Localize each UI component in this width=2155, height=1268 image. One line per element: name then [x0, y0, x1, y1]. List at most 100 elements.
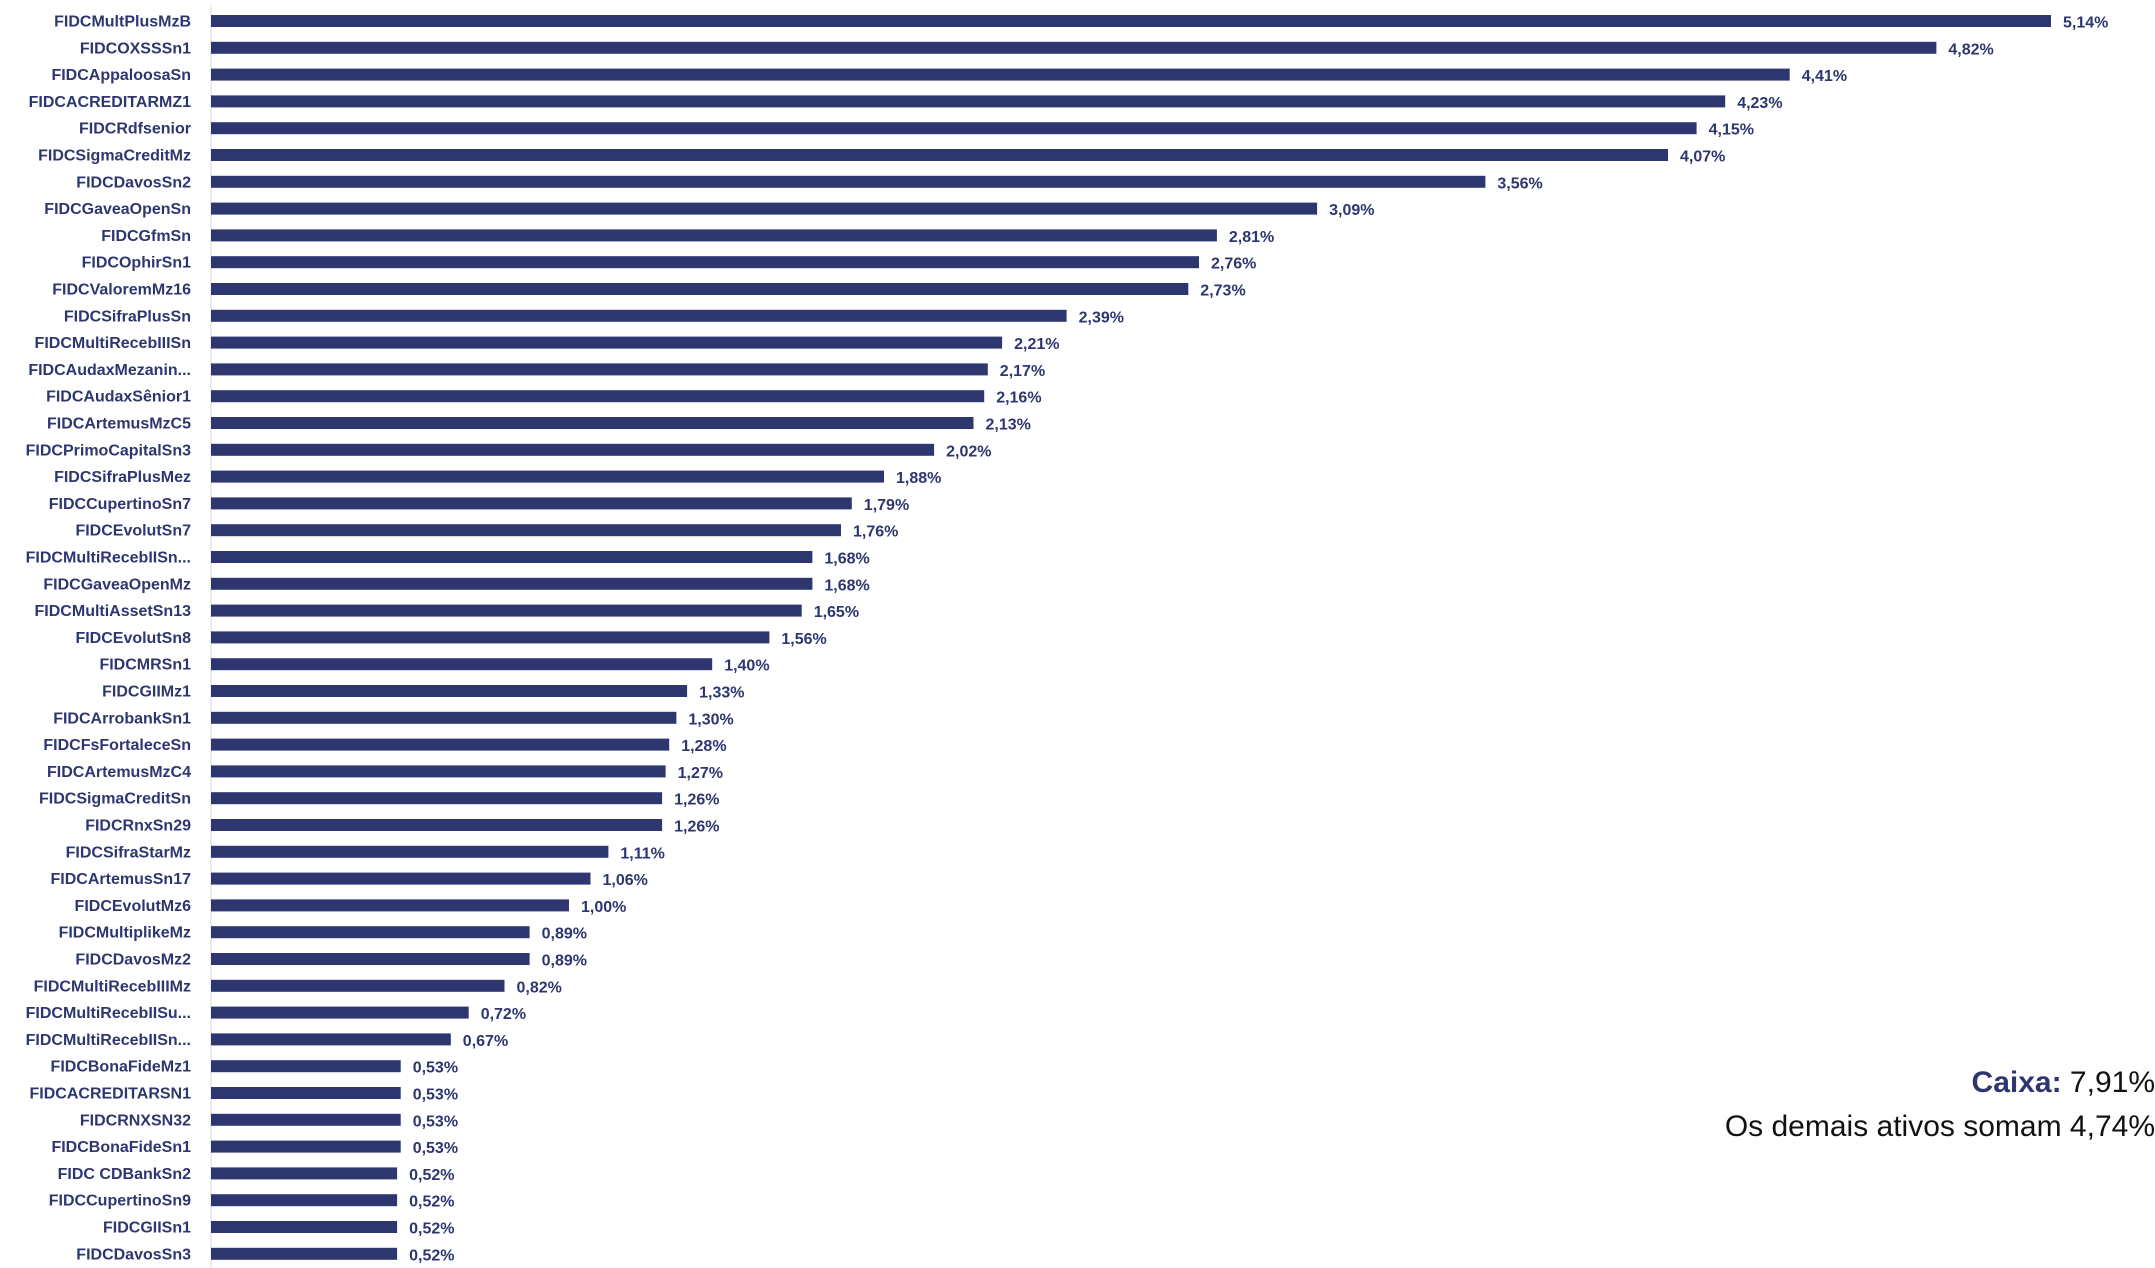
- category-label: FIDCAudaxMezanin...: [28, 362, 191, 379]
- value-label: 1,76%: [853, 524, 898, 541]
- bar: [211, 68, 1790, 81]
- bar: [211, 15, 2051, 27]
- value-label: 4,15%: [1709, 122, 1754, 139]
- bar: [211, 175, 1486, 188]
- category-label: FIDCArrobankSn1: [53, 710, 191, 727]
- category-label: FIDCMultiRecebIIIMz: [34, 978, 191, 995]
- category-label: FIDCGIIMz1: [102, 684, 191, 701]
- category-label: FIDCBonaFideSn1: [51, 1139, 191, 1156]
- bar: [211, 122, 1697, 135]
- value-label: 1,56%: [781, 631, 826, 648]
- caixa-label: Caixa:: [1971, 1066, 2062, 1099]
- bar: [211, 363, 988, 376]
- bar: [211, 685, 688, 697]
- bar: [211, 819, 663, 831]
- value-label: 1,65%: [814, 604, 859, 621]
- value-label: 2,73%: [1200, 283, 1245, 300]
- value-label: 0,53%: [413, 1060, 458, 1077]
- bar: [211, 845, 609, 858]
- value-label: 3,09%: [1329, 202, 1374, 219]
- value-label: 1,06%: [603, 872, 648, 889]
- category-label: FIDCArtemusMzC4: [47, 764, 191, 781]
- value-label: 1,68%: [824, 551, 869, 568]
- value-label: 1,40%: [724, 658, 769, 675]
- bar: [211, 738, 670, 751]
- bar: [211, 1006, 469, 1019]
- bar: [211, 417, 974, 429]
- category-label: FIDC CDBankSn2: [58, 1166, 191, 1183]
- bar: [211, 1247, 398, 1260]
- value-label: 0,53%: [413, 1087, 458, 1104]
- bar: [211, 229, 1217, 242]
- category-label: FIDCArtemusMzC5: [47, 416, 191, 433]
- category-label: FIDCSifraStarMz: [66, 844, 191, 861]
- value-label: 0,89%: [542, 926, 587, 943]
- bar: [211, 711, 677, 724]
- bar: [211, 577, 813, 590]
- category-label: FIDCMultiRecebIISn...: [26, 1032, 191, 1049]
- caixa-value: 7,91%: [2061, 1066, 2155, 1099]
- bar: [211, 497, 852, 510]
- value-label: 2,21%: [1014, 336, 1059, 353]
- value-label: 3,56%: [1497, 175, 1542, 192]
- bar: [211, 256, 1199, 269]
- category-label: FIDCOphirSn1: [82, 255, 191, 272]
- bar: [211, 658, 713, 671]
- category-label: FIDCAudaxSênior1: [46, 389, 191, 406]
- value-label: 1,30%: [688, 711, 733, 728]
- bar: [211, 1060, 401, 1073]
- bar: [211, 283, 1189, 295]
- category-label: FIDCPrimoCapitalSn3: [26, 442, 191, 459]
- other-assets-note: Os demais ativos somam 4,74%: [1724, 1110, 2155, 1143]
- value-label: 5,14%: [2063, 15, 2108, 32]
- category-label: FIDCSifraPlusMez: [54, 469, 191, 486]
- bar: [211, 202, 1318, 215]
- value-label: 0,52%: [409, 1167, 454, 1184]
- value-label: 1,33%: [699, 685, 744, 702]
- category-label: FIDCBonaFideMz1: [51, 1059, 192, 1076]
- bar: [211, 1140, 401, 1153]
- bar: [211, 899, 569, 912]
- bar: [211, 1113, 401, 1126]
- value-label: 0,82%: [517, 979, 562, 996]
- value-label: 1,27%: [678, 765, 723, 782]
- bar: [211, 524, 841, 537]
- value-label: 0,52%: [409, 1247, 454, 1264]
- category-label: FIDCMultiplikeMz: [59, 925, 191, 942]
- value-label: 1,88%: [896, 470, 941, 487]
- value-label: 2,17%: [1000, 363, 1045, 380]
- bar: [211, 1033, 451, 1046]
- category-label: FIDCSigmaCreditSn: [39, 791, 191, 808]
- value-label: 4,41%: [1802, 68, 1847, 85]
- category-label: FIDCSifraPlusSn: [64, 308, 191, 325]
- value-label: 2,02%: [946, 443, 991, 460]
- bar: [211, 765, 666, 778]
- category-label: FIDCEvolutMz6: [75, 898, 192, 915]
- bar: [211, 1087, 401, 1099]
- category-label: FIDCMultiRecebIIISn: [35, 335, 191, 352]
- bar: [211, 443, 935, 456]
- bar: [211, 149, 1668, 161]
- value-label: 0,52%: [409, 1221, 454, 1238]
- category-label: FIDCEvolutSn7: [75, 523, 191, 540]
- value-label: 1,68%: [824, 577, 869, 594]
- category-label: FIDCMultPlusMzB: [54, 14, 191, 31]
- bar: [211, 926, 530, 939]
- category-label: FIDCCupertinoSn7: [49, 496, 191, 513]
- value-label: 0,89%: [542, 953, 587, 970]
- value-label: 2,81%: [1229, 229, 1274, 246]
- bar: [211, 1221, 398, 1233]
- value-label: 1,79%: [864, 497, 909, 514]
- category-label: FIDCRnxSn29: [85, 818, 191, 835]
- value-labels-group: 5,14% 4,82% 4,41% 4,23% 4,15% 4,07% 3,56% 3,09%…: [409, 15, 2108, 1265]
- category-label: FIDCArtemusSn17: [51, 871, 192, 888]
- category-label: FIDCMultiRecebIISu...: [26, 1005, 191, 1022]
- bar: [211, 872, 591, 885]
- value-label: 1,00%: [581, 899, 626, 916]
- value-label: 2,16%: [996, 390, 1041, 407]
- bar: [211, 470, 884, 483]
- category-labels-group: FIDCMultPlusMzB FIDCOXSSSn1 FIDCAppaloosaS…: [26, 14, 191, 1264]
- category-label: FIDCDavosSn2: [76, 174, 191, 191]
- value-label: 1,28%: [681, 738, 726, 755]
- value-label: 1,26%: [674, 792, 719, 809]
